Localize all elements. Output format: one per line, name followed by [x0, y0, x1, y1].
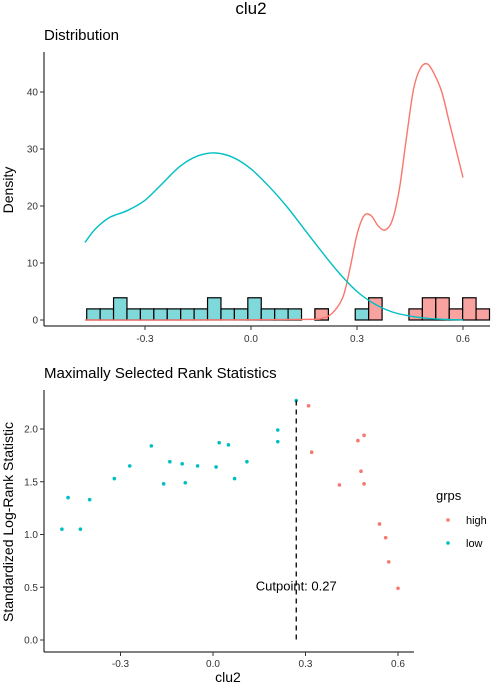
point-high: [309, 450, 314, 455]
point-low: [87, 497, 92, 502]
legend-title: grps: [436, 488, 462, 503]
point-low: [60, 527, 64, 532]
point-low: [127, 464, 132, 468]
point-low: [161, 482, 166, 486]
log-rank-axis-label: Standardized Log-Rank Statistic: [0, 422, 16, 622]
y-tick-label: 40: [27, 88, 39, 99]
distribution-panel: Distribution Density 0 10 20 30 40 -0.3 0.0 0.…: [0, 27, 491, 345]
point-high: [383, 535, 388, 540]
x-tick-label: 0.3: [299, 659, 313, 670]
y-tick-label: 10: [27, 259, 39, 270]
point-low: [149, 444, 154, 448]
histogram-bar-low: [112, 297, 128, 321]
x-tick-label: -0.3: [112, 659, 130, 670]
x-tick-label: 0.6: [456, 334, 470, 345]
point-high: [377, 522, 382, 526]
histogram-bar-high: [314, 308, 329, 321]
x-tick-label: 0.0: [206, 659, 220, 670]
legend-high-swatch: [446, 518, 450, 522]
y-tick-label: 1.0: [24, 530, 38, 541]
point-high: [356, 438, 360, 443]
distribution-title: Distribution: [44, 27, 119, 44]
point-high: [359, 469, 363, 474]
histogram-bar-low: [287, 308, 303, 321]
y-tick-label: 2.0: [24, 425, 38, 436]
y-tick-label: 20: [27, 202, 39, 213]
histogram-bar-low: [180, 308, 195, 321]
histogram-bar-low: [126, 308, 142, 321]
density-axis-label: Density: [0, 167, 16, 214]
histogram-bar-high: [368, 297, 383, 321]
histogram-bar-low: [260, 308, 276, 321]
rank-statistics-title: Maximally Selected Rank Statistics: [44, 365, 277, 382]
histogram-bar-low: [274, 308, 289, 321]
legend: grps high low: [436, 488, 487, 550]
point-low: [66, 495, 70, 500]
point-low: [168, 459, 172, 464]
histogram-bar-low: [153, 308, 168, 321]
y-tick-label: 0.5: [24, 583, 38, 594]
x-tick-label: 0.6: [391, 659, 405, 670]
histogram-bar-low: [233, 308, 249, 321]
point-low: [226, 443, 231, 447]
point-low: [275, 428, 280, 432]
point-low: [275, 439, 280, 444]
y-tick-label: 0.0: [24, 636, 38, 647]
point-low: [180, 462, 184, 466]
y-tick-label: 0: [32, 316, 38, 327]
histogram-bar-low: [206, 297, 222, 321]
y-tick-label: 1.5: [24, 477, 38, 488]
point-low: [183, 481, 188, 485]
rank-statistics-panel: Maximally Selected Rank Statistics Stand…: [0, 365, 487, 685]
point-high: [337, 483, 342, 487]
histogram-bar-low: [139, 308, 155, 321]
point-high: [396, 586, 400, 591]
point-low: [217, 440, 221, 445]
point-low: [195, 464, 200, 468]
distribution-x-ticks: -0.3 0.0 0.3 0.6: [136, 326, 470, 345]
histogram-bar-low: [220, 308, 235, 321]
histogram-bar-low: [86, 308, 101, 321]
point-low: [214, 465, 218, 469]
distribution-y-ticks: 0 10 20 30 40: [27, 88, 44, 327]
x-tick-label: 0.3: [350, 334, 364, 345]
histogram-bar-high: [462, 297, 477, 321]
rank-y-ticks: 0.0 0.5 1.0 1.5 2.0: [24, 425, 44, 647]
point-high: [362, 433, 366, 438]
point-low: [78, 527, 83, 532]
histogram-bar-high: [448, 308, 464, 321]
legend-low-label: low: [466, 538, 483, 550]
density-curve-high: [84, 62, 464, 321]
point-low: [245, 459, 249, 464]
histogram-bar-high: [475, 308, 491, 321]
point-high: [386, 560, 391, 564]
histogram-bar-high: [435, 297, 450, 321]
density-curves: [84, 62, 464, 321]
histogram-bar-low: [193, 308, 209, 321]
point-low: [112, 476, 117, 481]
x-tick-label: 0.0: [244, 334, 258, 345]
histogram-bar-low: [166, 308, 182, 321]
density-curve-low: [84, 152, 464, 321]
point-high: [306, 403, 311, 408]
histogram-bar-low: [354, 308, 370, 321]
scatter-points: [60, 398, 400, 591]
x-tick-label: -0.3: [136, 334, 154, 345]
legend-high-label: high: [466, 515, 487, 527]
histogram-bar-low: [99, 308, 115, 321]
clu2-axis-label: clu2: [215, 669, 241, 685]
histogram-bars: [86, 297, 491, 321]
rank-x-ticks: -0.3 0.0 0.3 0.6: [112, 652, 405, 670]
histogram-bar-high: [408, 308, 423, 321]
legend-low-swatch: [446, 541, 450, 545]
histogram-bar-high: [421, 297, 437, 321]
histogram-bar-low: [247, 297, 262, 321]
main-title: clu2: [235, 0, 266, 18]
point-low: [232, 476, 237, 481]
point-high: [362, 482, 366, 486]
y-tick-label: 30: [27, 145, 39, 156]
cutpoint-label: Cutpoint: 0.27: [256, 578, 337, 593]
